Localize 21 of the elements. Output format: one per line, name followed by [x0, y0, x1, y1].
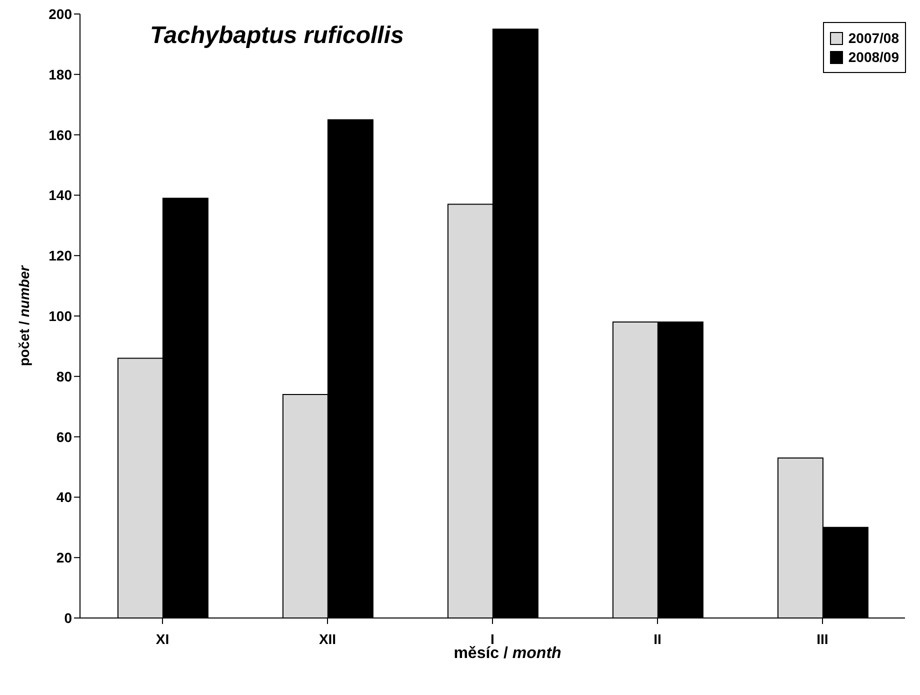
- y-tick-label: 60: [56, 428, 72, 445]
- x-axis-title: měsíc / month: [452, 645, 562, 663]
- x-tick-label: I: [490, 630, 494, 647]
- y-tick-label: 100: [48, 308, 72, 324]
- legend-label: 2008/09: [847, 49, 899, 65]
- x-tick-label: XI: [156, 630, 170, 647]
- y-tick-label: 200: [48, 6, 72, 22]
- y-tick-label: 80: [56, 368, 72, 384]
- legend-label: 2007/08: [847, 30, 899, 46]
- y-tick-label: 120: [48, 248, 72, 264]
- chart-title: Tachybaptus ruficollis: [150, 22, 404, 50]
- x-tick-label: XII: [318, 630, 336, 647]
- y-axis-title: počet / number: [16, 266, 32, 366]
- y-tick-label: 180: [48, 66, 72, 82]
- y-tick-label: 160: [48, 126, 72, 143]
- x-tick-label: III: [816, 630, 828, 647]
- y-tick-label: 40: [56, 489, 72, 506]
- y-tick-label: 0: [64, 610, 72, 626]
- y-tick-label: 20: [56, 550, 72, 566]
- y-tick-label: 140: [48, 187, 72, 204]
- x-tick-label: II: [654, 630, 662, 647]
